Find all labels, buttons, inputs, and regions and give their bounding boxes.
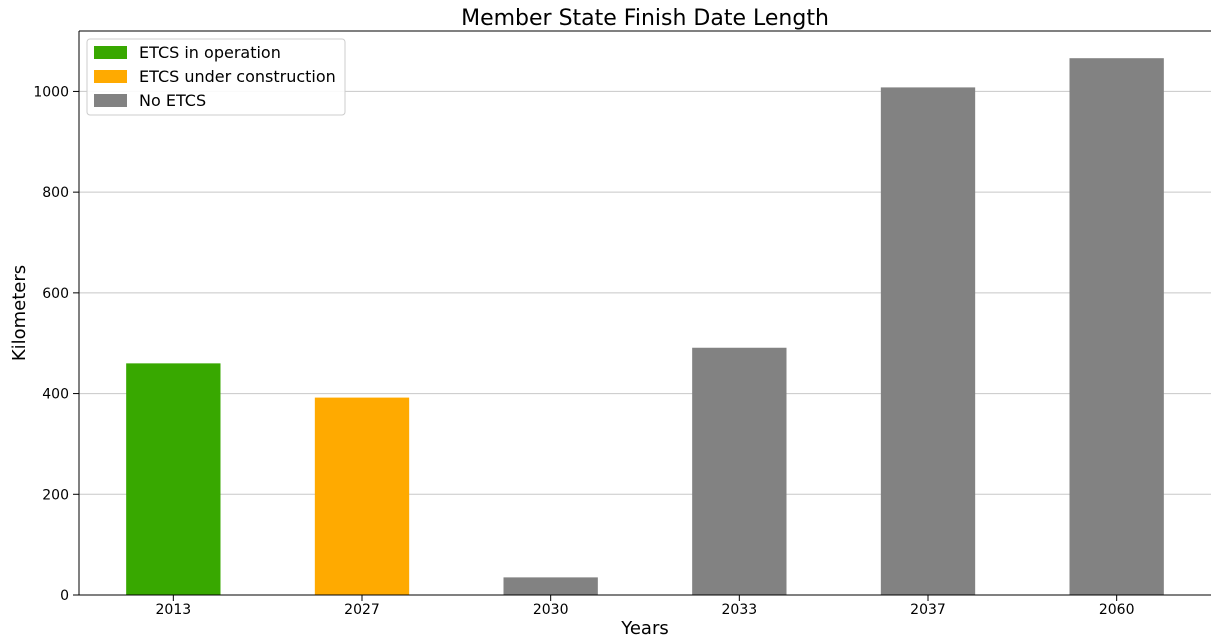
legend-swatch [94,70,127,83]
y-axis-label: Kilometers [9,265,30,361]
bar-2027 [314,397,410,595]
legend-label: ETCS under construction [139,67,336,86]
bars [126,58,1164,596]
x-tick-label: 2037 [910,602,946,618]
legend-box [86,38,346,116]
x-tick-label: 2027 [344,602,380,618]
x-tick-label: 2030 [533,602,569,618]
chart-title: Member State Finish Date Length [461,6,829,31]
y-ticks: 0 200 400 600 800 1000 [33,84,79,604]
gridlines [79,90,1211,495]
axes [78,30,1211,596]
bar-2030 [503,577,598,595]
legend-swatch [94,94,127,107]
legend: ETCS in operation ETCS under construction… [86,38,346,116]
legend-label: No ETCS [139,91,206,110]
legend-label: ETCS in operation [139,43,281,62]
x-tick-label: 2013 [156,602,192,618]
y-tick-label: 0 [60,588,69,604]
y-tick-label: 400 [42,387,69,403]
legend-swatch [94,46,127,59]
x-axis-label: Years [620,618,669,639]
y-tick-label: 1000 [33,84,69,100]
bar-2033 [692,347,787,595]
x-tick-label: 2060 [1099,602,1135,618]
y-tick-label: 200 [42,487,69,503]
x-ticks: 2013 2027 2030 2033 2037 2060 [156,595,1135,618]
bar-2060 [1069,58,1164,595]
bar-2037 [880,87,976,596]
y-tick-label: 800 [42,185,69,201]
y-tick-label: 600 [42,286,69,302]
bar-2013 [126,363,221,595]
x-tick-label: 2033 [722,602,758,618]
